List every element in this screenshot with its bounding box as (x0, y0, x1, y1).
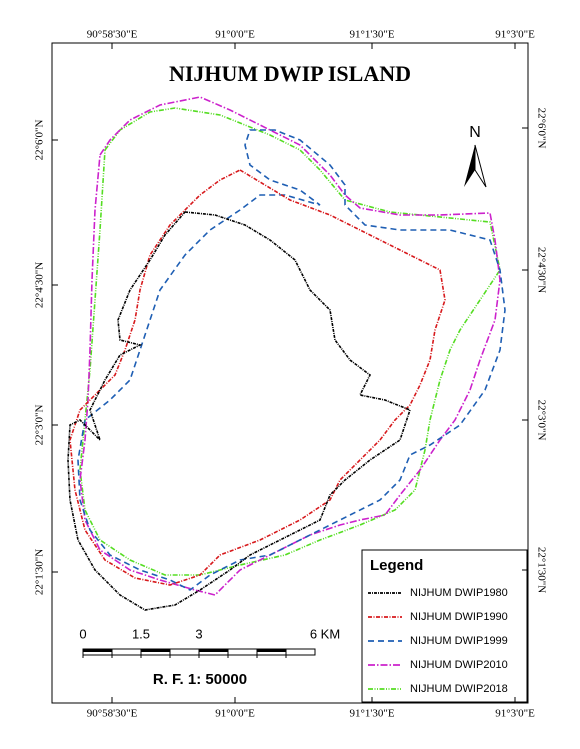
map-title: NIJHUM DWIP ISLAND (169, 61, 411, 86)
coord-label-top: 91°1'30"E (349, 29, 394, 41)
scale-label: 0 (79, 626, 86, 641)
coord-label-right: 22°4'30"N (535, 247, 547, 293)
scale-label: 1.5 (132, 626, 150, 641)
legend-box (361, 549, 528, 703)
shoreline-1999 (77, 129, 506, 591)
coord-label-right: 22°3'0"N (535, 400, 547, 441)
coord-label-bottom: 91°1'30"E (349, 708, 394, 720)
legend-label: NIJHUM DWIP2018 (410, 683, 508, 695)
shoreline-2018 (79, 107, 501, 576)
legend-label: NIJHUM DWIP1980 (410, 587, 508, 599)
legend-label: NIJHUM DWIP1999 (410, 635, 508, 647)
scale-segment (257, 649, 286, 652)
scale-segment (199, 649, 228, 652)
scale-ratio: R. F. 1: 50000 (153, 671, 247, 688)
shoreline-1980 (67, 211, 411, 611)
legend-label: NIJHUM DWIP2010 (410, 659, 508, 671)
coord-label-left: 22°3'0"N (34, 405, 46, 446)
coord-label-top: 91°3'0"E (495, 29, 535, 41)
scale-label: 3 (195, 626, 202, 641)
coord-label-bottom: 91°3'0"E (495, 708, 535, 720)
shoreline-1990 (69, 169, 446, 586)
north-arrow-left (464, 145, 475, 187)
north-label: N (469, 124, 481, 141)
coord-label-left: 22°4'30"N (34, 262, 46, 308)
north-arrow-right (474, 144, 487, 188)
coord-label-bottom: 90°58'30"E (87, 708, 138, 720)
coord-label-bottom: 91°0'0"E (215, 708, 255, 720)
scale-label: 6 KM (310, 626, 340, 641)
coord-label-right: 22°6'0"N (535, 108, 547, 149)
coord-label-right: 22°1'30"N (535, 547, 547, 593)
north-arrow: N (464, 124, 487, 188)
legend-label: NIJHUM DWIP1990 (410, 611, 508, 623)
legend-title: Legend (370, 557, 423, 574)
coord-label-left: 22°1'30"N (34, 549, 46, 595)
scale-segment (83, 649, 112, 652)
legend: Legend NIJHUM DWIP1980 NIJHUM DWIP1990 NIJ… (361, 549, 528, 703)
scale-bar: R. F. 1: 50000 0 1.5 3 6 KM (79, 626, 340, 688)
scale-segment (141, 649, 170, 652)
coord-label-left: 22°6'0"N (34, 120, 46, 161)
coord-label-top: 90°58'30"E (87, 29, 138, 41)
shorelines (67, 96, 506, 611)
coord-label-top: 91°0'0"E (215, 29, 255, 41)
